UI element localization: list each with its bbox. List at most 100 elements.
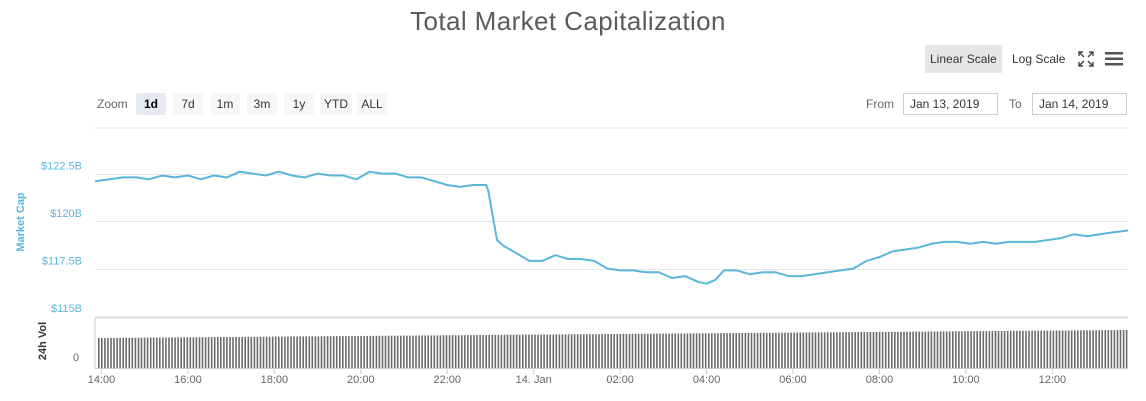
volume-bar bbox=[863, 332, 866, 368]
volume-bar bbox=[143, 337, 146, 368]
volume-bar bbox=[973, 331, 975, 368]
menu-icon[interactable] bbox=[1105, 52, 1123, 66]
volume-bar bbox=[421, 335, 423, 368]
volume-bar bbox=[1049, 330, 1052, 368]
volume-bar bbox=[994, 331, 997, 368]
volume-bar bbox=[897, 331, 899, 368]
volume-bar bbox=[235, 336, 237, 368]
volume-bar bbox=[845, 332, 847, 368]
zoom-button-ytd[interactable]: YTD bbox=[320, 93, 352, 115]
linear-scale-button[interactable]: Linear Scale bbox=[925, 45, 1002, 73]
volume-bar bbox=[534, 334, 536, 368]
volume-bar bbox=[497, 334, 500, 368]
volume-bar bbox=[909, 331, 911, 368]
volume-bar bbox=[198, 337, 201, 368]
zoom-button-1y[interactable]: 1y bbox=[284, 93, 314, 115]
y-tick-label: $120B bbox=[50, 208, 82, 220]
volume-bar bbox=[598, 334, 600, 368]
volume-bar bbox=[653, 333, 655, 368]
volume-bar bbox=[192, 337, 195, 368]
volume-bar bbox=[396, 335, 399, 368]
volume-bar bbox=[317, 336, 320, 368]
volume-bar bbox=[305, 336, 307, 368]
volume-bar bbox=[753, 332, 756, 368]
volume-bar bbox=[546, 334, 548, 368]
volume-bar bbox=[491, 334, 494, 368]
log-scale-button[interactable]: Log Scale bbox=[1012, 52, 1066, 66]
volume-bar bbox=[686, 333, 689, 368]
zoom-button-3m[interactable]: 3m bbox=[247, 93, 277, 115]
volume-bar bbox=[683, 333, 686, 368]
volume-bar bbox=[561, 334, 564, 368]
volume-bar bbox=[628, 333, 631, 368]
volume-bar bbox=[320, 336, 323, 368]
volume-bar bbox=[506, 334, 509, 368]
volume-bar bbox=[601, 334, 603, 368]
volume-bar bbox=[726, 333, 728, 368]
volume-bar bbox=[747, 332, 750, 368]
volume-bar bbox=[854, 332, 856, 368]
from-date-input[interactable]: Jan 13, 2019 bbox=[903, 93, 998, 115]
volume-bar bbox=[884, 331, 887, 368]
volume-bar bbox=[473, 335, 475, 368]
volume-bar bbox=[814, 332, 817, 368]
volume-bar bbox=[799, 332, 802, 368]
volume-bar bbox=[936, 331, 939, 368]
volume-bar bbox=[912, 331, 914, 368]
volume-bar bbox=[830, 332, 832, 368]
volume-bar bbox=[296, 336, 298, 368]
volume-bar bbox=[393, 335, 396, 368]
volume-bar bbox=[997, 331, 1000, 368]
zoom-button-all[interactable]: ALL bbox=[357, 93, 387, 115]
volume-bar bbox=[403, 335, 405, 368]
volume-bar bbox=[467, 335, 469, 368]
volume-bar bbox=[1113, 330, 1116, 368]
volume-bar bbox=[122, 337, 124, 368]
volume-bar bbox=[634, 333, 637, 368]
volume-bar bbox=[778, 332, 780, 368]
fullscreen-icon[interactable] bbox=[1078, 51, 1094, 67]
volume-bar bbox=[302, 336, 304, 368]
volume-bar bbox=[278, 336, 280, 368]
volume-bar bbox=[98, 338, 100, 368]
volume-bar bbox=[1104, 330, 1107, 368]
volume-bar bbox=[930, 331, 933, 368]
volume-bar bbox=[592, 334, 594, 368]
volume-bar bbox=[945, 331, 948, 368]
to-date-input[interactable]: Jan 14, 2019 bbox=[1032, 93, 1127, 115]
zoom-button-1d[interactable]: 1d bbox=[136, 93, 166, 115]
volume-bar bbox=[488, 335, 490, 368]
volume-bar bbox=[695, 333, 698, 368]
volume-bar bbox=[650, 333, 652, 368]
volume-bar bbox=[668, 333, 670, 368]
volume-bar bbox=[1009, 330, 1012, 368]
volume-bar bbox=[1086, 330, 1088, 368]
volume-bar bbox=[430, 335, 433, 368]
volume-bar bbox=[271, 336, 274, 368]
volume-bar bbox=[1000, 331, 1003, 368]
volume-bar bbox=[314, 336, 317, 368]
zoom-button-1m[interactable]: 1m bbox=[210, 93, 240, 115]
volume-bar bbox=[335, 336, 338, 368]
volume-bar bbox=[409, 335, 411, 368]
volume-bar bbox=[982, 331, 985, 368]
x-tick-label: 20:00 bbox=[347, 374, 375, 386]
volume-bar bbox=[223, 337, 225, 368]
volume-bar bbox=[622, 333, 625, 368]
volume-bar bbox=[881, 331, 884, 368]
volume-bar bbox=[140, 337, 143, 368]
volume-bar bbox=[348, 336, 350, 368]
volume-bar bbox=[464, 335, 466, 368]
x-tick-label: 04:00 bbox=[693, 374, 721, 386]
volume-bar bbox=[955, 331, 957, 368]
volume-bar bbox=[805, 332, 808, 368]
volume-bar bbox=[887, 331, 890, 368]
volume-bar bbox=[210, 337, 213, 368]
volume-bar bbox=[631, 333, 634, 368]
volume-bar bbox=[1092, 330, 1094, 368]
volume-bar bbox=[195, 337, 198, 368]
zoom-button-7d[interactable]: 7d bbox=[173, 93, 203, 115]
volume-bar bbox=[528, 334, 530, 368]
volume-bar bbox=[576, 334, 579, 368]
volume-bar bbox=[762, 332, 765, 368]
